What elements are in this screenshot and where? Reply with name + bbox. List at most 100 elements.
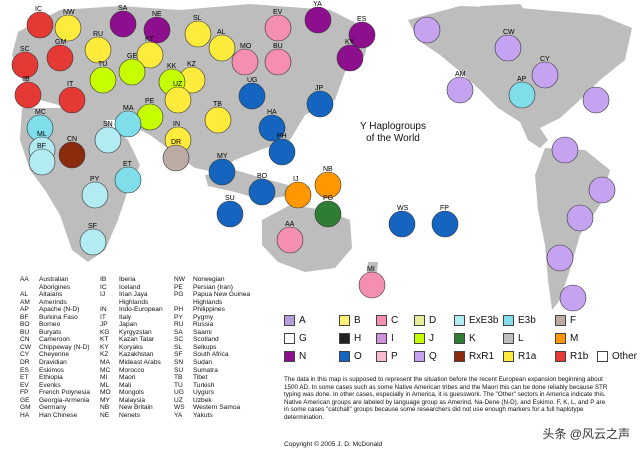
pie-label: PG [323,195,333,202]
region-legend-entry: ES Eskimos [20,367,90,375]
pie-ne [143,16,171,44]
region-name: Chippeway (N-D) [39,343,90,351]
pie-bo: BO [248,173,276,206]
pie-label: IN [173,121,180,128]
pie-nw: NW [54,9,82,42]
region-legend-entry: MY Malaysia [100,397,163,405]
haplogroup-label: H [354,333,362,344]
region-legend-entry: HA Han Chinese [20,412,90,420]
region-code: BU [20,328,30,336]
pie-label: MA [123,105,134,112]
pie-ma [114,110,142,138]
pie-bu: BU [264,43,292,76]
pie-bu [264,48,292,76]
pie-ug [238,82,266,110]
region-legend-entry: IN Indo-European [100,306,163,314]
pie-label: DR [171,139,181,146]
pie-label: KK [167,63,177,70]
region-code: PE [174,283,183,291]
region-code: SA [174,328,183,336]
pie-mo: MO [231,43,259,76]
region-code: CW [20,343,31,351]
pie-ev [264,14,292,42]
region-name: Irian Jaya [119,291,148,299]
pie-label: UG [247,77,258,84]
region-code: PH [174,306,184,314]
pie-nb: NB [314,166,342,199]
pie-ij [284,181,312,209]
pie-label: AL [217,29,226,36]
pie-label: SA [118,5,128,12]
pie-label: IT [67,81,74,88]
pie-it [58,86,86,114]
pie-label: IC [35,6,42,13]
region-code: UZ [174,396,183,404]
region-code: ES [20,366,29,374]
region-code: TU [174,381,183,389]
region-legend-entry: TB Tibet [174,374,250,382]
haplogroup-label: G [299,333,307,344]
pie-label: NB [323,166,333,173]
pie-label: CY [540,56,550,63]
pie-label: CW [503,29,515,36]
region-code: IJ [100,291,106,299]
pie-ky: KY [336,39,364,72]
region-name: Maori [119,374,136,382]
pie-su: SU [216,195,244,228]
region-code: RU [174,321,184,329]
region-name: Georgia-Armenia [39,396,90,404]
region-code: AA [20,276,29,283]
pie-jp [306,90,334,118]
region-name: Sudan [193,359,213,367]
region-name: Iberia [119,276,136,283]
haplogroup-label: F [570,315,577,326]
region-name: Mideast Arabs [119,359,161,367]
region-name: Western Samoa [193,404,241,412]
region-legend-entry: PY Pygmy [174,314,250,322]
pie-ap: AP [508,76,536,109]
map-title: Y Haplogroups of the World [360,121,426,144]
haplogroup-swatch [284,315,295,326]
pie-label: YA [313,1,322,8]
pie-kt [136,41,164,69]
pie-ph [268,138,296,166]
pie-label: SU [225,195,235,202]
pie-am [582,86,610,114]
region-legend-entry: AA Australian [20,276,90,284]
region-name: Malaysia [119,396,146,404]
region-name: Tibet [193,374,208,382]
region-name: Italy [119,313,132,321]
watermark: 头条 @风云之声 [542,427,630,441]
haplogroup-label: O [354,351,362,362]
region-name: Kazan Tatar [119,336,155,344]
pie-tu [89,66,117,94]
pie-sn [94,126,122,154]
region-name: French Polynesia [39,389,90,397]
haplogroup-swatch [503,351,514,362]
region-name: Morocco [119,366,145,374]
pie-aa [276,226,304,254]
pie-it: IT [58,81,86,114]
pie-cn [58,141,86,169]
north-america [408,6,632,128]
region-name: Yakuts [193,411,213,419]
pie-et: ET [114,161,142,194]
haplogroup-label: P [391,351,398,362]
pie-cy [531,61,559,89]
pie-al [208,34,236,62]
pie-label: GE [127,53,137,60]
region-name: Persian (Iran) [193,283,233,291]
pie-sl [184,20,212,48]
haplogroup-swatch [555,351,566,362]
pie-ap [508,81,536,109]
region-code: NE [100,411,110,419]
haplogroup-label: L [518,333,524,344]
pie-label: TU [98,61,107,68]
pie-sa [109,10,137,38]
region-name: Highlands [193,298,223,306]
region-legend-entry: PH Philippines [174,306,250,314]
pie-ws: WS [388,205,416,238]
region-code: ML [100,381,110,389]
region-legend-entry: TU Turkish [174,382,250,390]
region-legend-entry: MO Mongols [100,389,163,397]
